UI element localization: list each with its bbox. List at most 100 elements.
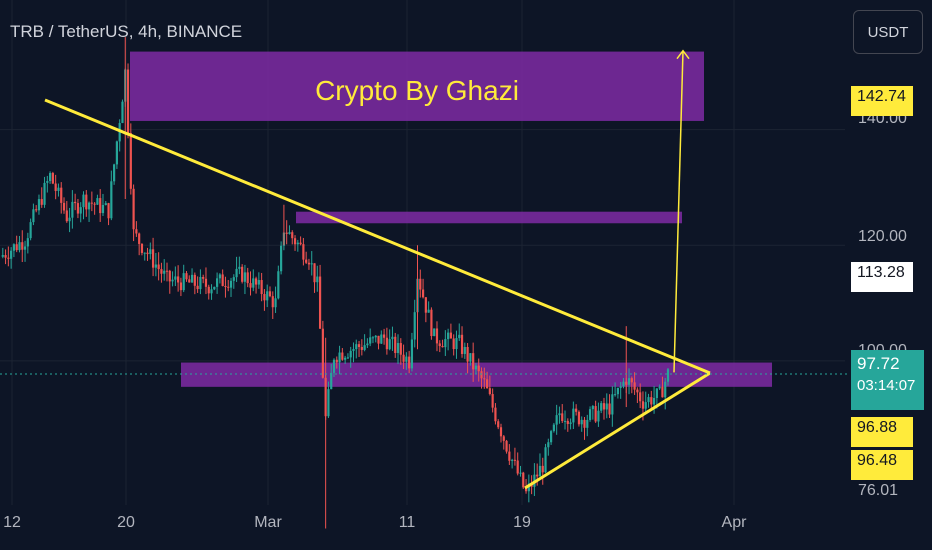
candle-body — [82, 194, 85, 208]
candle-body — [661, 386, 664, 398]
candle-body — [302, 244, 305, 260]
candle-body — [374, 335, 377, 338]
time-tick-12: 12 — [3, 514, 21, 531]
candle-body — [263, 294, 266, 301]
candle-body — [341, 352, 344, 360]
candle-body — [79, 207, 82, 214]
candle-body — [399, 343, 402, 355]
candle-body — [252, 278, 255, 288]
trendline — [524, 371, 711, 490]
target-arrow-line — [673, 50, 684, 373]
candle-body — [600, 403, 603, 411]
candle-body — [561, 413, 564, 421]
candle-body — [586, 419, 589, 428]
candle-body — [563, 420, 567, 422]
candle-body — [285, 232, 288, 234]
candle-body — [494, 407, 497, 422]
candle-body — [449, 332, 452, 339]
candle-body — [421, 289, 425, 298]
candle-body — [550, 431, 553, 443]
candle-body — [577, 411, 581, 425]
price-tick-76: 76.01 — [858, 482, 899, 499]
candle-body — [513, 459, 517, 461]
candle-body — [216, 278, 219, 287]
candle-body — [140, 243, 144, 253]
candle-body — [555, 415, 558, 425]
candle-body — [583, 419, 586, 428]
candle-body — [277, 271, 280, 299]
price-tag-mid: 113.28 — [851, 262, 913, 292]
candle-body — [280, 245, 283, 272]
candle-body — [151, 249, 155, 268]
candle-body — [65, 210, 68, 222]
candle-body — [639, 392, 642, 402]
candle-body — [182, 273, 185, 291]
candle-body — [460, 334, 464, 354]
candle-body — [349, 350, 352, 358]
candle-body — [121, 101, 124, 124]
candle-body — [293, 238, 297, 245]
candle-body — [241, 266, 244, 282]
time-tick-19: 19 — [513, 514, 531, 531]
candle-body — [35, 209, 38, 211]
candle-body — [388, 339, 391, 350]
candle-body — [385, 337, 388, 350]
candle-body — [10, 250, 13, 259]
candle-body — [18, 242, 21, 251]
candle-body — [113, 164, 116, 182]
candle-body — [313, 263, 316, 283]
candle-body — [249, 283, 252, 288]
candle-body — [438, 343, 441, 347]
candle-body — [60, 187, 63, 203]
candle-body — [633, 382, 636, 390]
candle-body — [572, 408, 575, 423]
candle-body — [363, 345, 366, 350]
candle-body — [369, 337, 372, 344]
time-tick-20: 20 — [117, 514, 135, 531]
price-tag-y1: 96.88 — [851, 417, 913, 447]
candle-body — [430, 309, 433, 337]
candle-body — [177, 276, 180, 283]
candle-body — [4, 255, 7, 258]
candle-body — [271, 296, 274, 308]
candle-body — [483, 378, 486, 380]
price-tick-120: 120.00 — [858, 228, 907, 245]
candle-body — [480, 371, 483, 379]
candle-body — [360, 347, 363, 350]
candle-body — [650, 397, 653, 405]
candle-body — [522, 472, 525, 488]
candle-body — [505, 440, 508, 452]
candle-body — [12, 244, 16, 251]
candle-body — [149, 249, 152, 255]
candle-body — [622, 381, 625, 387]
candle-body — [647, 397, 650, 403]
candle-body — [232, 277, 235, 281]
candle-body — [366, 343, 369, 346]
candle-body — [491, 394, 494, 408]
candle-body — [179, 282, 183, 291]
candle-body — [655, 388, 658, 398]
candle-body — [447, 332, 450, 340]
candle-body — [307, 262, 311, 265]
candle-body — [611, 394, 614, 415]
candle-body — [90, 202, 93, 204]
candle-body — [257, 280, 260, 285]
candle-body — [196, 285, 199, 290]
candle-body — [497, 421, 500, 428]
candle-body — [463, 346, 466, 354]
candle-body — [188, 279, 191, 283]
candle-body — [321, 328, 324, 378]
candle-body — [394, 336, 397, 353]
candle-body — [46, 181, 49, 183]
candle-body — [43, 182, 46, 205]
candle-body — [40, 199, 43, 205]
candle-body — [538, 465, 542, 477]
candle-body — [296, 242, 299, 245]
currency-button[interactable]: USDT — [853, 10, 923, 54]
candle-body — [26, 238, 29, 247]
candle-body — [527, 483, 530, 492]
candle-body — [316, 276, 319, 283]
candle-body — [229, 280, 233, 288]
candle-body — [288, 232, 291, 234]
